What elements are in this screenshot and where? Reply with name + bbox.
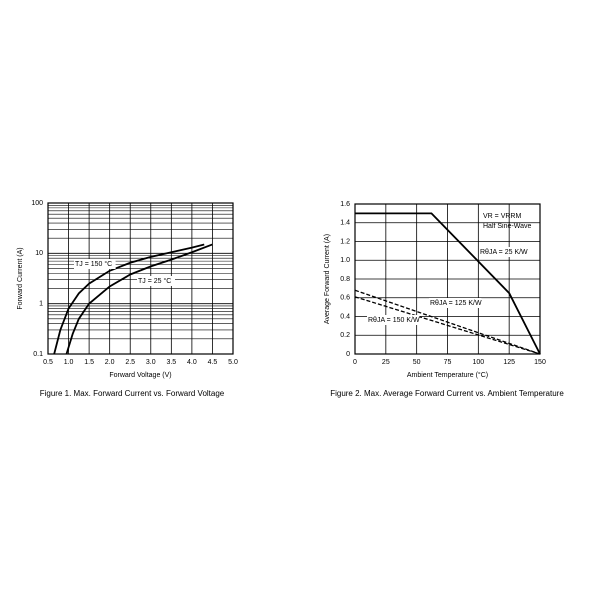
series-line xyxy=(53,243,205,355)
x-tick-label: 1.0 xyxy=(64,359,74,366)
annotation: Half Sine-Wave xyxy=(483,223,531,230)
series-label: TJ = 25 °C xyxy=(138,277,171,285)
x-tick-label: 3.5 xyxy=(166,359,176,366)
label-background xyxy=(367,315,420,325)
y-tick-label: 10 xyxy=(35,250,43,257)
x-tick-label: 100 xyxy=(472,359,484,366)
y-tick-label: 1.6 xyxy=(340,201,350,208)
series-line xyxy=(354,296,541,355)
y-tick-label: 0.8 xyxy=(340,276,350,283)
y-tick-label: 0.4 xyxy=(340,313,350,320)
x-tick-label: 125 xyxy=(503,359,515,366)
x-tick-label: 5.0 xyxy=(228,359,238,366)
plot-frame xyxy=(354,203,541,355)
series-label: TJ = 150 °C xyxy=(75,260,112,268)
caption: Figure 1. Max. Forward Current vs. Forwa… xyxy=(40,389,225,398)
y-tick-label: 1.0 xyxy=(340,257,350,264)
x-tick-label: 0.5 xyxy=(43,359,53,366)
x-tick-label: 2.0 xyxy=(105,359,115,366)
series-label: RθJA = 125 K/W xyxy=(430,300,482,307)
x-tick-label: 2.5 xyxy=(125,359,135,366)
caption: Figure 2. Max. Average Forward Current v… xyxy=(330,389,564,398)
x-tick-label: 25 xyxy=(382,359,390,366)
y-tick-label: 0 xyxy=(346,351,350,358)
label-background xyxy=(137,276,175,286)
y-tick-label: 0.2 xyxy=(340,332,350,339)
series-line xyxy=(355,212,541,355)
series-line xyxy=(354,289,541,355)
y-tick-label: 1.2 xyxy=(340,238,350,245)
x-tick-label: 0 xyxy=(353,359,357,366)
y-tick-label: 1 xyxy=(39,301,43,308)
y-tick-label: 1.4 xyxy=(340,220,350,227)
x-tick-label: 150 xyxy=(534,359,546,366)
series-label: RθJA = 150 K/W xyxy=(368,317,420,324)
x-axis-label: Forward Voltage (V) xyxy=(109,372,171,379)
plot-frame xyxy=(47,202,234,355)
x-tick-label: 4.5 xyxy=(208,359,218,366)
y-tick-label: 0.1 xyxy=(33,351,43,358)
series-line xyxy=(65,243,213,355)
x-tick-label: 4.0 xyxy=(187,359,197,366)
x-tick-label: 50 xyxy=(413,359,421,366)
x-tick-label: 1.5 xyxy=(84,359,94,366)
x-axis-label: Ambient Temperature (°C) xyxy=(407,371,488,379)
x-tick-label: 3.0 xyxy=(146,359,156,366)
label-background xyxy=(479,247,528,257)
annotation: VR = VRRM xyxy=(483,213,521,220)
series-label: RθJA = 25 K/W xyxy=(480,249,528,256)
y-axis-label: Forward Current (A) xyxy=(17,247,24,309)
y-axis-label: Average Forward Current (A) xyxy=(324,234,331,324)
label-background xyxy=(429,298,482,308)
y-tick-label: 100 xyxy=(31,200,43,207)
label-background xyxy=(74,259,116,269)
y-tick-label: 0.6 xyxy=(340,295,350,302)
x-tick-label: 75 xyxy=(444,359,452,366)
